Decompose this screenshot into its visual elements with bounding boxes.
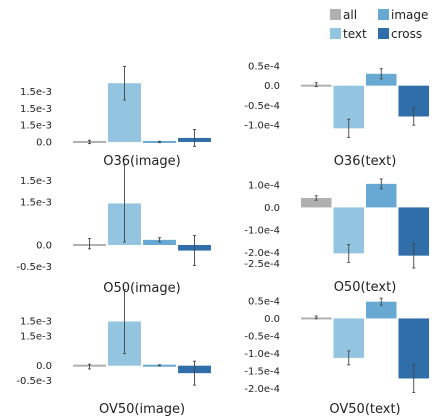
y-tick-label: 0.0 xyxy=(36,137,52,148)
panel-title: OV50(image) xyxy=(99,402,185,417)
y-tick-label: 0.0 xyxy=(264,314,280,325)
y-tick-label: -0.5e-3 xyxy=(16,262,52,273)
chart-panels: 0.0 1.5e-3 1.5e-3 1.5e-3 O36(image) 0.5e-4 0.0… xyxy=(16,61,430,417)
panel-title: O50(image) xyxy=(103,281,180,296)
y-tick-label: 1.5e-3 xyxy=(20,87,52,98)
y-tick-label: 0.5e-4 xyxy=(248,61,280,72)
bar-image xyxy=(365,301,397,319)
bar-image xyxy=(365,183,397,208)
error-bar-cross xyxy=(193,129,196,147)
y-tick-label: -1.0e-4 xyxy=(244,349,280,360)
y-tick-label: -0.5e-4 xyxy=(244,331,280,342)
y-tick-label: 1.5e-3 xyxy=(20,331,52,342)
y-tick-label: 1.0e-4 xyxy=(248,180,280,191)
y-tick-label: -1.5e-4 xyxy=(244,366,280,377)
legend-swatch-text xyxy=(330,28,341,39)
error-bar-image xyxy=(158,237,161,243)
error-bar-all xyxy=(314,195,318,201)
y-tick-label: -1.0e-4 xyxy=(244,225,280,236)
error-bar-text xyxy=(123,164,126,243)
legend-label-all: all xyxy=(343,8,357,22)
y-tick-label: -2.0e-4 xyxy=(244,248,280,259)
bar-all xyxy=(300,197,332,208)
y-tick-label: 0.0 xyxy=(36,361,52,372)
legend-swatch-all xyxy=(330,9,341,20)
error-bar-image xyxy=(379,178,383,190)
y-tick-label: -2.0e-4 xyxy=(244,384,280,395)
error-bar-all xyxy=(314,315,318,320)
error-bar-all xyxy=(88,363,91,370)
y-tick-label: 0.0 xyxy=(264,81,280,92)
error-bar-all xyxy=(88,238,91,250)
y-tick-label: 1.5e-3 xyxy=(20,316,52,327)
legend-swatch-cross xyxy=(378,28,389,39)
error-bar-cross xyxy=(412,242,416,269)
legend-label-image: image xyxy=(391,8,428,22)
error-bar-image xyxy=(379,297,383,306)
chart-panel-2: 0.5e-4 0.0 -0.5e-4 -1.0e-4 O36(text) xyxy=(244,61,430,169)
error-bar-cross xyxy=(412,364,416,393)
legend: all image text cross xyxy=(330,8,428,41)
error-bar-text xyxy=(347,350,351,366)
error-bar-cross xyxy=(193,360,196,386)
y-tick-label: 0.0 xyxy=(36,241,52,252)
chart-panel-3: 1.5e-3 1.5e-3 0.0 -0.5e-3 O50(image) xyxy=(16,164,211,296)
bar-image xyxy=(365,73,397,86)
error-bar-cross xyxy=(412,107,416,126)
y-tick-label: -1.0e-4 xyxy=(244,121,280,132)
y-tick-label: -2.5e-4 xyxy=(244,259,280,270)
y-tick-label: 1.5e-3 xyxy=(20,176,52,187)
panel-title: O36(text) xyxy=(334,154,397,169)
y-tick-label: 0.5e-4 xyxy=(248,296,280,307)
error-bar-all xyxy=(88,139,91,145)
panel-title: O36(image) xyxy=(103,154,180,169)
error-bar-image xyxy=(379,68,383,80)
chart-panel-5: 1.5e-3 1.5e-3 0.0 -0.5e-3 OV50(image) xyxy=(16,289,211,417)
panel-title: OV50(text) xyxy=(329,402,400,417)
legend-swatch-image xyxy=(378,9,389,20)
error-bar-cross xyxy=(193,235,196,267)
y-tick-label: 1.5e-3 xyxy=(20,104,52,115)
y-tick-label: -0.5e-4 xyxy=(244,101,280,112)
legend-label-text: text xyxy=(343,27,367,41)
y-tick-label: -0.5e-3 xyxy=(16,376,52,387)
error-bar-image xyxy=(158,140,161,144)
panel-title: O50(text) xyxy=(334,280,397,295)
error-bar-all xyxy=(314,82,318,88)
chart-panel-1: 0.0 1.5e-3 1.5e-3 1.5e-3 O36(image) xyxy=(20,65,211,169)
error-bar-image xyxy=(158,364,161,367)
y-tick-label: 0.0 xyxy=(264,203,280,214)
error-bar-text xyxy=(347,118,351,138)
chart-panel-4: 1.0e-4 0.0 -1.0e-4 -2.0e-4-2.5e-4 O50(text) xyxy=(244,178,430,295)
y-tick-label: 1.5e-3 xyxy=(20,121,52,132)
chart-panel-6: 0.5e-4 0.0 -0.5e-4 -1.0e-4 -1.5e-4 -2.0e-4 OV5… xyxy=(244,296,430,417)
error-bar-text xyxy=(347,243,351,263)
error-bar-text xyxy=(123,65,126,101)
legend-label-cross: cross xyxy=(391,27,422,41)
y-tick-label: 1.5e-3 xyxy=(20,198,52,209)
error-bar-text xyxy=(123,289,126,354)
